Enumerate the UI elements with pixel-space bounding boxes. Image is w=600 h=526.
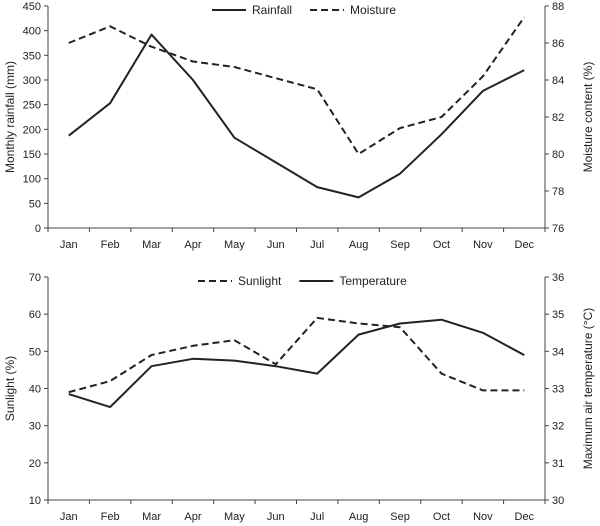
left-y-axis-title: Sunlight (%) [3,356,17,421]
x-tick-label: Jun [267,511,285,523]
left-y-tick-label: 50 [29,198,41,210]
left-y-tick-label: 150 [23,149,41,161]
x-tick-label: Jul [310,239,324,251]
right-y-axis-title: Moisture content (%) [581,62,595,173]
left-y-tick-label: 300 [23,75,41,87]
legend-label-moisture: Moisture [350,3,396,17]
right-y-tick-label: 34 [552,346,564,358]
x-tick-label: Nov [473,511,493,523]
left-y-tick-label: 70 [29,272,41,284]
right-y-tick-label: 88 [552,1,564,13]
x-tick-label: Nov [473,239,493,251]
right-y-tick-label: 82 [552,112,564,124]
left-y-tick-label: 40 [29,384,41,396]
right-y-tick-label: 80 [552,149,564,161]
x-tick-label: Apr [184,511,201,523]
left-y-tick-label: 450 [23,1,41,13]
x-tick-label: Oct [433,511,450,523]
right-y-tick-label: 86 [552,38,564,50]
x-tick-label: Dec [515,511,535,523]
left-y-tick-label: 50 [29,346,41,358]
left-y-tick-label: 400 [23,26,41,38]
x-tick-label: Mar [142,239,161,251]
x-tick-label: Mar [142,511,161,523]
x-tick-label: Feb [101,511,120,523]
series-line-temperature [68,318,525,409]
right-y-tick-label: 31 [552,458,564,470]
x-tick-label: Aug [349,511,369,523]
left-y-tick-label: 100 [23,174,41,186]
left-y-tick-label: 60 [29,309,41,321]
right-y-tick-label: 35 [552,309,564,321]
right-y-tick-label: 84 [552,75,564,87]
x-tick-label: Sep [390,239,410,251]
left-y-tick-label: 10 [29,495,41,507]
x-tick-label: Jan [60,511,78,523]
left-y-tick-label: 350 [23,50,41,62]
x-tick-label: Jan [60,239,78,251]
right-y-axis-title: Maximum air temperature (°C) [581,308,595,470]
left-y-tick-label: 250 [23,100,41,112]
series-line-moisture [68,16,526,155]
x-tick-label: Feb [101,239,120,251]
series-line-rainfall [68,33,525,199]
legend-label-rainfall: Rainfall [252,3,292,17]
x-tick-label: May [224,239,245,251]
left-y-tick-label: 30 [29,421,41,433]
legend-label-sunlight: Sunlight [238,274,282,288]
x-tick-label: Apr [184,239,201,251]
right-y-tick-label: 78 [552,186,564,198]
x-tick-label: Jul [310,511,324,523]
left-y-tick-label: 0 [35,223,41,235]
left-y-tick-label: 200 [23,124,41,136]
x-tick-label: Oct [433,239,450,251]
x-tick-label: Sep [390,511,410,523]
left-y-tick-label: 20 [29,458,41,470]
right-y-tick-label: 32 [552,421,564,433]
right-y-tick-label: 30 [552,495,564,507]
left-y-axis-title: Monthly rainfall (mm) [3,61,17,173]
legend-label-temperature: Temperature [339,274,407,288]
x-tick-label: May [224,511,245,523]
right-y-tick-label: 76 [552,223,564,235]
series-line-sunlight [68,316,525,394]
x-tick-label: Aug [349,239,369,251]
right-y-tick-label: 33 [552,384,564,396]
x-tick-label: Jun [267,239,285,251]
x-tick-label: Dec [515,239,535,251]
right-y-tick-label: 36 [552,272,564,284]
